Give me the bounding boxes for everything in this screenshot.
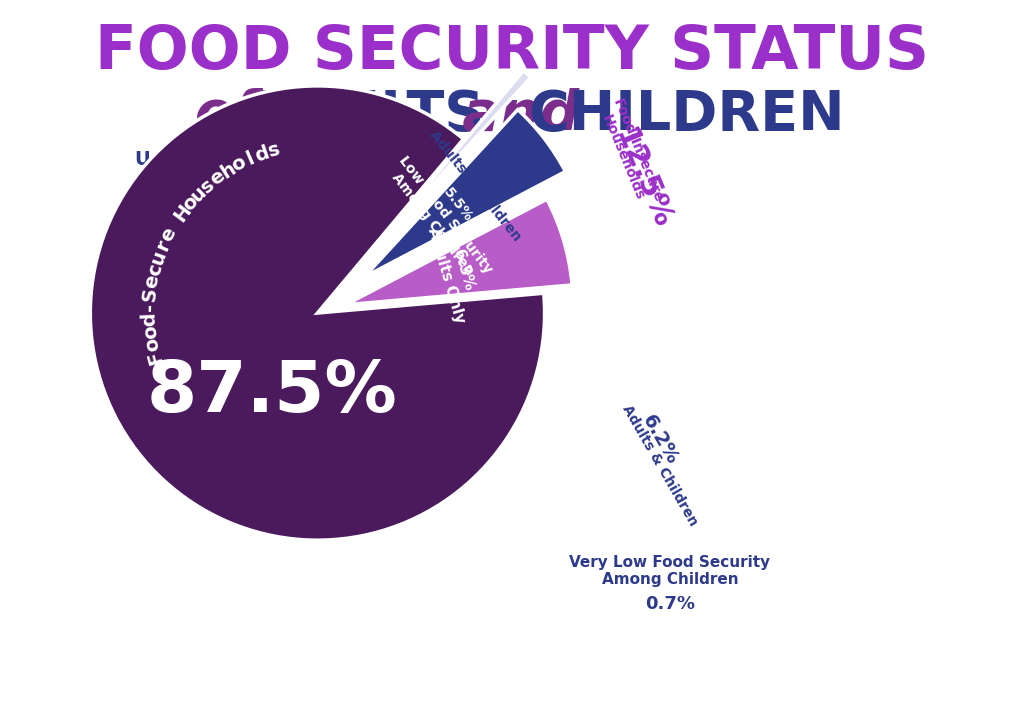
Text: 12.5%: 12.5% <box>609 124 677 233</box>
Text: o: o <box>228 153 249 176</box>
Text: s: s <box>198 175 218 197</box>
Text: u: u <box>187 183 210 206</box>
Text: h: h <box>217 159 239 183</box>
Text: Very Low Food Security
Among Children: Very Low Food Security Among Children <box>569 555 771 587</box>
Text: F: F <box>144 348 166 365</box>
Text: e: e <box>207 166 228 189</box>
Text: and: and <box>443 88 598 142</box>
Text: d: d <box>252 143 271 166</box>
Text: e: e <box>158 224 180 245</box>
Text: 87.5%: 87.5% <box>146 358 397 427</box>
Text: s: s <box>266 140 282 162</box>
Wedge shape <box>346 199 572 305</box>
Text: 0.7%: 0.7% <box>645 595 695 613</box>
Wedge shape <box>365 110 565 277</box>
Text: of: of <box>195 88 276 142</box>
Wedge shape <box>378 71 530 245</box>
Text: o: o <box>140 324 161 340</box>
Text: Adults & Children: Adults & Children <box>620 402 700 528</box>
Text: d: d <box>139 312 159 327</box>
Text: U.S. HOUSEHOLDS, 2021: U.S. HOUSEHOLDS, 2021 <box>135 151 406 170</box>
Text: r: r <box>153 237 174 254</box>
Text: 5.5%
Low Food Security
Among Children: 5.5% Low Food Security Among Children <box>383 143 508 286</box>
Text: CHILDREN: CHILDREN <box>528 88 845 142</box>
Text: o: o <box>141 336 163 352</box>
Text: H: H <box>170 201 195 226</box>
Text: -: - <box>140 302 159 311</box>
Text: 6.3%
Adults Only: 6.3% Adults Only <box>425 221 484 325</box>
Text: 6.2%
Adults & Children: 6.2% Adults & Children <box>427 118 537 244</box>
Text: e: e <box>141 274 163 290</box>
Text: l: l <box>244 149 257 169</box>
Wedge shape <box>90 86 545 540</box>
Text: u: u <box>147 248 170 267</box>
Text: 6.2%: 6.2% <box>638 412 682 468</box>
Text: ADULTS: ADULTS <box>247 88 485 142</box>
Text: o: o <box>178 192 202 215</box>
Text: S: S <box>140 286 161 302</box>
Text: Food-Insecure
Households: Food-Insecure Households <box>595 97 666 211</box>
Text: c: c <box>144 261 166 277</box>
Text: FOOD SECURITY STATUS: FOOD SECURITY STATUS <box>95 23 929 82</box>
